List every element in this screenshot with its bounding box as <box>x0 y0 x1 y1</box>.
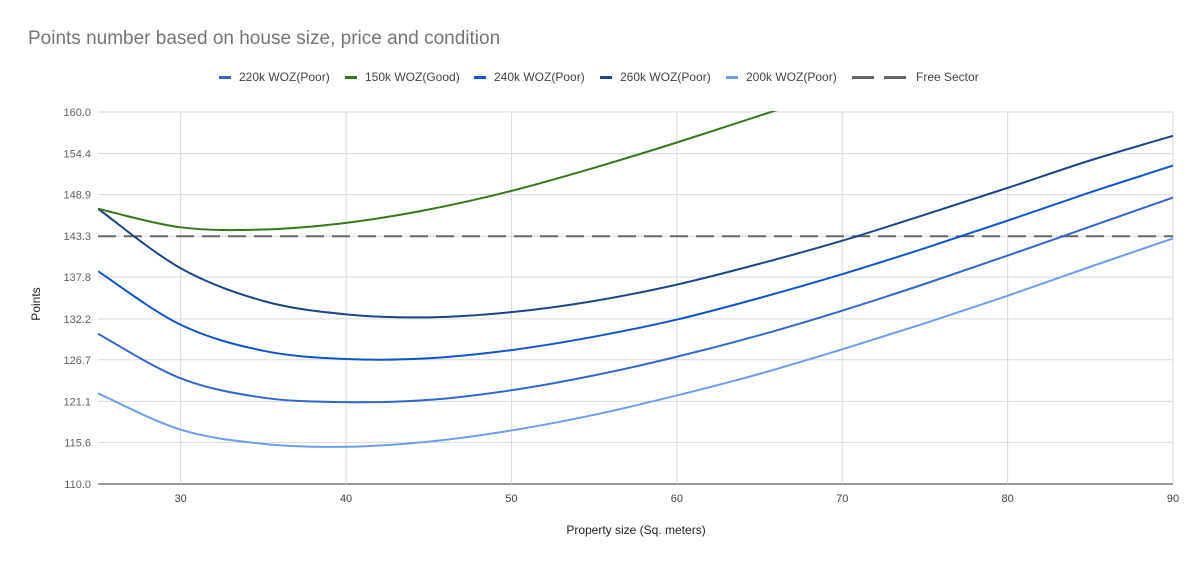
y-tick-label: 154.4 <box>63 149 91 161</box>
legend-item-free-sector[interactable]: Free Sector <box>852 70 979 84</box>
legend-swatch-free-sector <box>852 75 906 79</box>
y-tick-label: 126.7 <box>63 355 91 367</box>
legend-label-free-sector: Free Sector <box>916 70 979 84</box>
x-tick-label: 80 <box>1001 493 1013 505</box>
grid <box>98 111 1174 485</box>
legend-item-200k[interactable]: 200k WOZ(Poor) <box>726 70 837 84</box>
x-tick-label: 90 <box>1167 493 1179 505</box>
series-line-240k-woz-poor <box>98 164 1173 361</box>
y-tick-label: 132.2 <box>63 314 91 326</box>
ticks: 110.0 115.6 121.1 126.7 132.2 137.8 143.3 148.9… <box>63 107 1179 505</box>
legend-item-150k[interactable]: 150k WOZ(Good) <box>345 70 460 84</box>
series-line-150k-woz-good <box>98 111 778 232</box>
y-tick-label: 148.9 <box>63 190 91 202</box>
legend-label-220k: 220k WOZ(Poor) <box>239 70 330 84</box>
legend-swatch-150k <box>345 75 357 79</box>
y-tick-label: 110.0 <box>64 479 91 491</box>
y-tick-label: 137.8 <box>63 272 91 284</box>
legend-item-260k[interactable]: 260k WOZ(Poor) <box>600 70 711 84</box>
legend-label-200k: 200k WOZ(Poor) <box>746 70 837 84</box>
y-tick-label: 160.0 <box>63 107 91 119</box>
x-tick-label: 40 <box>340 493 352 505</box>
series-line-200k-woz-poor <box>98 237 1173 448</box>
legend-swatch-260k <box>600 75 612 79</box>
legend-swatch-220k <box>219 75 231 79</box>
y-axis-label: Points <box>29 287 43 320</box>
y-tick-label: 143.3 <box>63 231 91 243</box>
legend: 220k WOZ(Poor) 150k WOZ(Good) 240k WOZ(P… <box>0 70 1202 88</box>
legend-item-240k[interactable]: 240k WOZ(Poor) <box>474 70 585 84</box>
y-tick-label: 121.1 <box>63 396 91 408</box>
y-tick-label: 115.6 <box>64 437 91 449</box>
legend-swatch-240k <box>474 75 486 79</box>
x-tick-label: 70 <box>836 493 848 505</box>
legend-swatch-200k <box>726 75 738 79</box>
legend-item-220k[interactable]: 220k WOZ(Poor) <box>219 70 330 84</box>
series-layer <box>98 111 1173 448</box>
x-tick-label: 30 <box>175 493 187 505</box>
legend-label-260k: 260k WOZ(Poor) <box>620 70 711 84</box>
x-tick-label: 60 <box>671 493 683 505</box>
x-tick-label: 50 <box>505 493 517 505</box>
legend-label-240k: 240k WOZ(Poor) <box>494 70 585 84</box>
x-axis-label: Property size (Sq. meters) <box>566 523 705 537</box>
series-line-260k-woz-poor <box>98 134 1173 319</box>
legend-label-150k: 150k WOZ(Good) <box>365 70 460 84</box>
series-line-220k-woz-poor <box>98 196 1173 404</box>
chart-title: Points number based on house size, price… <box>28 28 501 49</box>
